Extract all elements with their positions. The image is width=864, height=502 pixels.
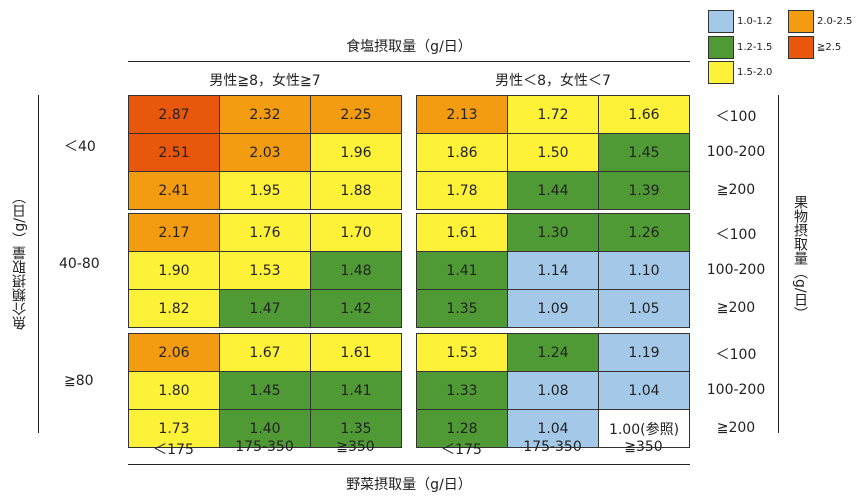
heatmap-cell: 1.61	[310, 333, 402, 372]
heatmap-cell: 1.47	[219, 289, 311, 328]
fruit-level-label: ≧200	[716, 420, 756, 436]
heatmap-cell: 1.48	[310, 251, 402, 290]
right-rule	[778, 95, 779, 433]
heatmap-cell: 2.41	[128, 171, 220, 210]
legend-swatch	[708, 36, 734, 59]
fruit-level-label: 100-200	[706, 144, 766, 160]
heatmap-cell: 1.76	[219, 213, 311, 252]
heatmap-cell: 1.00(参照)	[598, 409, 690, 448]
fruit-level-label: ＜100	[715, 347, 757, 363]
vegetable-level-label: ≧350	[336, 439, 375, 455]
heatmap-cell: 2.32	[219, 95, 311, 134]
heatmap-cell: 1.96	[310, 133, 402, 172]
heatmap-cell: 1.95	[219, 171, 311, 210]
heatmap-cell: 1.35	[310, 409, 402, 448]
fish-axis-label: 魚介類摂取量（g/日）	[12, 190, 28, 330]
vegetable-level-label: ＜175	[153, 442, 194, 458]
heatmap-cell: 1.45	[598, 133, 690, 172]
legend-swatch	[788, 36, 814, 59]
vegetable-level-label: 175-350	[523, 439, 582, 455]
fruit-level-label: 100-200	[706, 382, 766, 398]
fruit-level-label: ＜100	[715, 227, 757, 243]
heatmap-cell: 1.53	[416, 333, 508, 372]
bottom-rule	[128, 464, 690, 465]
salt-group-label-1: 男性＜8，女性＜7	[495, 73, 611, 89]
heatmap-cell: 1.14	[507, 251, 599, 290]
salt-axis-label: 食塩摂取量（g/日）	[346, 39, 472, 55]
vegetable-level-label: ≧350	[624, 439, 663, 455]
heatmap-cell: 1.50	[507, 133, 599, 172]
heatmap-cell: 1.86	[416, 133, 508, 172]
heatmap-cell: 1.28	[416, 409, 508, 448]
heatmap-cell: 2.06	[128, 333, 220, 372]
heatmap-cell: 1.33	[416, 371, 508, 410]
fruit-level-label: ＜100	[715, 109, 757, 125]
heatmap-cell: 1.30	[507, 213, 599, 252]
top-rule	[128, 61, 690, 62]
heatmap-cell: 2.51	[128, 133, 220, 172]
fruit-level-label: ≧200	[716, 300, 756, 316]
fruit-level-label: 100-200	[706, 262, 766, 278]
vegetable-axis-label: 野菜摂取量（g/日）	[346, 477, 472, 493]
legend-label: 1.0-1.2	[737, 16, 773, 27]
heatmap-cell: 1.44	[507, 171, 599, 210]
legend-label: 1.5-2.0	[737, 67, 773, 78]
heatmap-cell: 1.40	[219, 409, 311, 448]
left-rule	[38, 95, 39, 433]
heatmap-cell: 1.35	[416, 289, 508, 328]
heatmap-cell: 1.39	[598, 171, 690, 210]
vegetable-level-label: ＜175	[441, 442, 482, 458]
legend-label: 2.0-2.5	[817, 16, 853, 27]
fish-group-label-0: ＜40	[64, 139, 96, 155]
heatmap-cell: 2.17	[128, 213, 220, 252]
salt-group-label-0: 男性≧8，女性≧7	[209, 73, 321, 89]
heatmap-cell: 1.09	[507, 289, 599, 328]
heatmap-cell: 2.03	[219, 133, 311, 172]
heatmap-cell: 1.66	[598, 95, 690, 134]
heatmap-cell: 1.04	[507, 409, 599, 448]
heatmap-cell: 1.90	[128, 251, 220, 290]
heatmap-cell: 1.78	[416, 171, 508, 210]
heatmap-cell: 1.41	[310, 371, 402, 410]
heatmap-cell: 1.61	[416, 213, 508, 252]
heatmap-cell: 1.19	[598, 333, 690, 372]
legend-swatch	[788, 10, 814, 33]
heatmap-cell: 1.82	[128, 289, 220, 328]
heatmap-cell: 1.26	[598, 213, 690, 252]
vegetable-level-label: 175-350	[235, 439, 294, 455]
fish-group-label-1: 40-80	[59, 256, 100, 272]
heatmap-cell: 1.45	[219, 371, 311, 410]
heatmap-cell: 1.10	[598, 251, 690, 290]
legend-label: ≧2.5	[817, 42, 842, 53]
legend-swatch	[708, 61, 734, 84]
heatmap-cell: 1.42	[310, 289, 402, 328]
legend-label: 1.2-1.5	[737, 42, 773, 53]
heatmap-cell: 1.88	[310, 171, 402, 210]
legend-swatch	[708, 10, 734, 33]
heatmap-cell: 2.87	[128, 95, 220, 134]
fruit-level-label: ≧200	[716, 182, 756, 198]
heatmap-cell: 1.72	[507, 95, 599, 134]
heatmap-cell: 1.67	[219, 333, 311, 372]
heatmap-cell: 1.08	[507, 371, 599, 410]
heatmap-cell: 1.80	[128, 371, 220, 410]
fruit-axis-label: 果物摂取量（g/日）	[792, 195, 808, 321]
heatmap-cell: 2.13	[416, 95, 508, 134]
fish-group-label-2: ≧80	[64, 373, 94, 389]
heatmap-cell: 2.25	[310, 95, 402, 134]
heatmap-cell: 1.24	[507, 333, 599, 372]
heatmap-cell: 1.05	[598, 289, 690, 328]
heatmap-cell: 1.53	[219, 251, 311, 290]
heatmap-cell: 1.41	[416, 251, 508, 290]
heatmap-cell: 1.04	[598, 371, 690, 410]
heatmap-cell: 1.70	[310, 213, 402, 252]
